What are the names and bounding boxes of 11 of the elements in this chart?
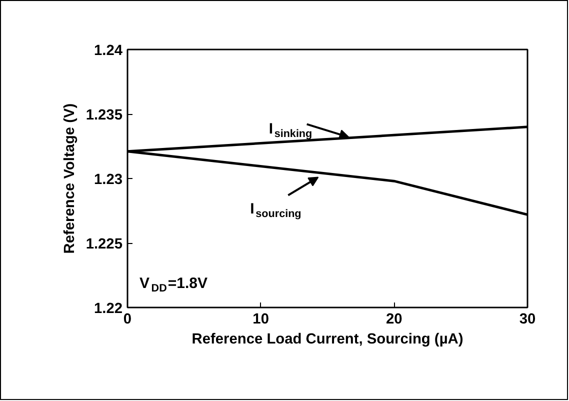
x-axis-title: Reference Load Current, Sourcing (µA) (192, 332, 464, 348)
y-tick-label: 1.235 (86, 108, 123, 124)
y-tick-label: 1.225 (86, 236, 123, 252)
x-tick-label: 20 (386, 312, 402, 328)
y-tick-label: 1.22 (94, 301, 123, 317)
y-tick-label: 1.24 (94, 43, 124, 59)
x-tick-label: 10 (252, 312, 269, 328)
y-tick-label: 1.23 (94, 172, 123, 188)
x-tick-label: 30 (519, 312, 536, 328)
x-tick-label: 0 (123, 312, 132, 328)
y-axis-title: Reference Voltage (V) (62, 103, 78, 254)
